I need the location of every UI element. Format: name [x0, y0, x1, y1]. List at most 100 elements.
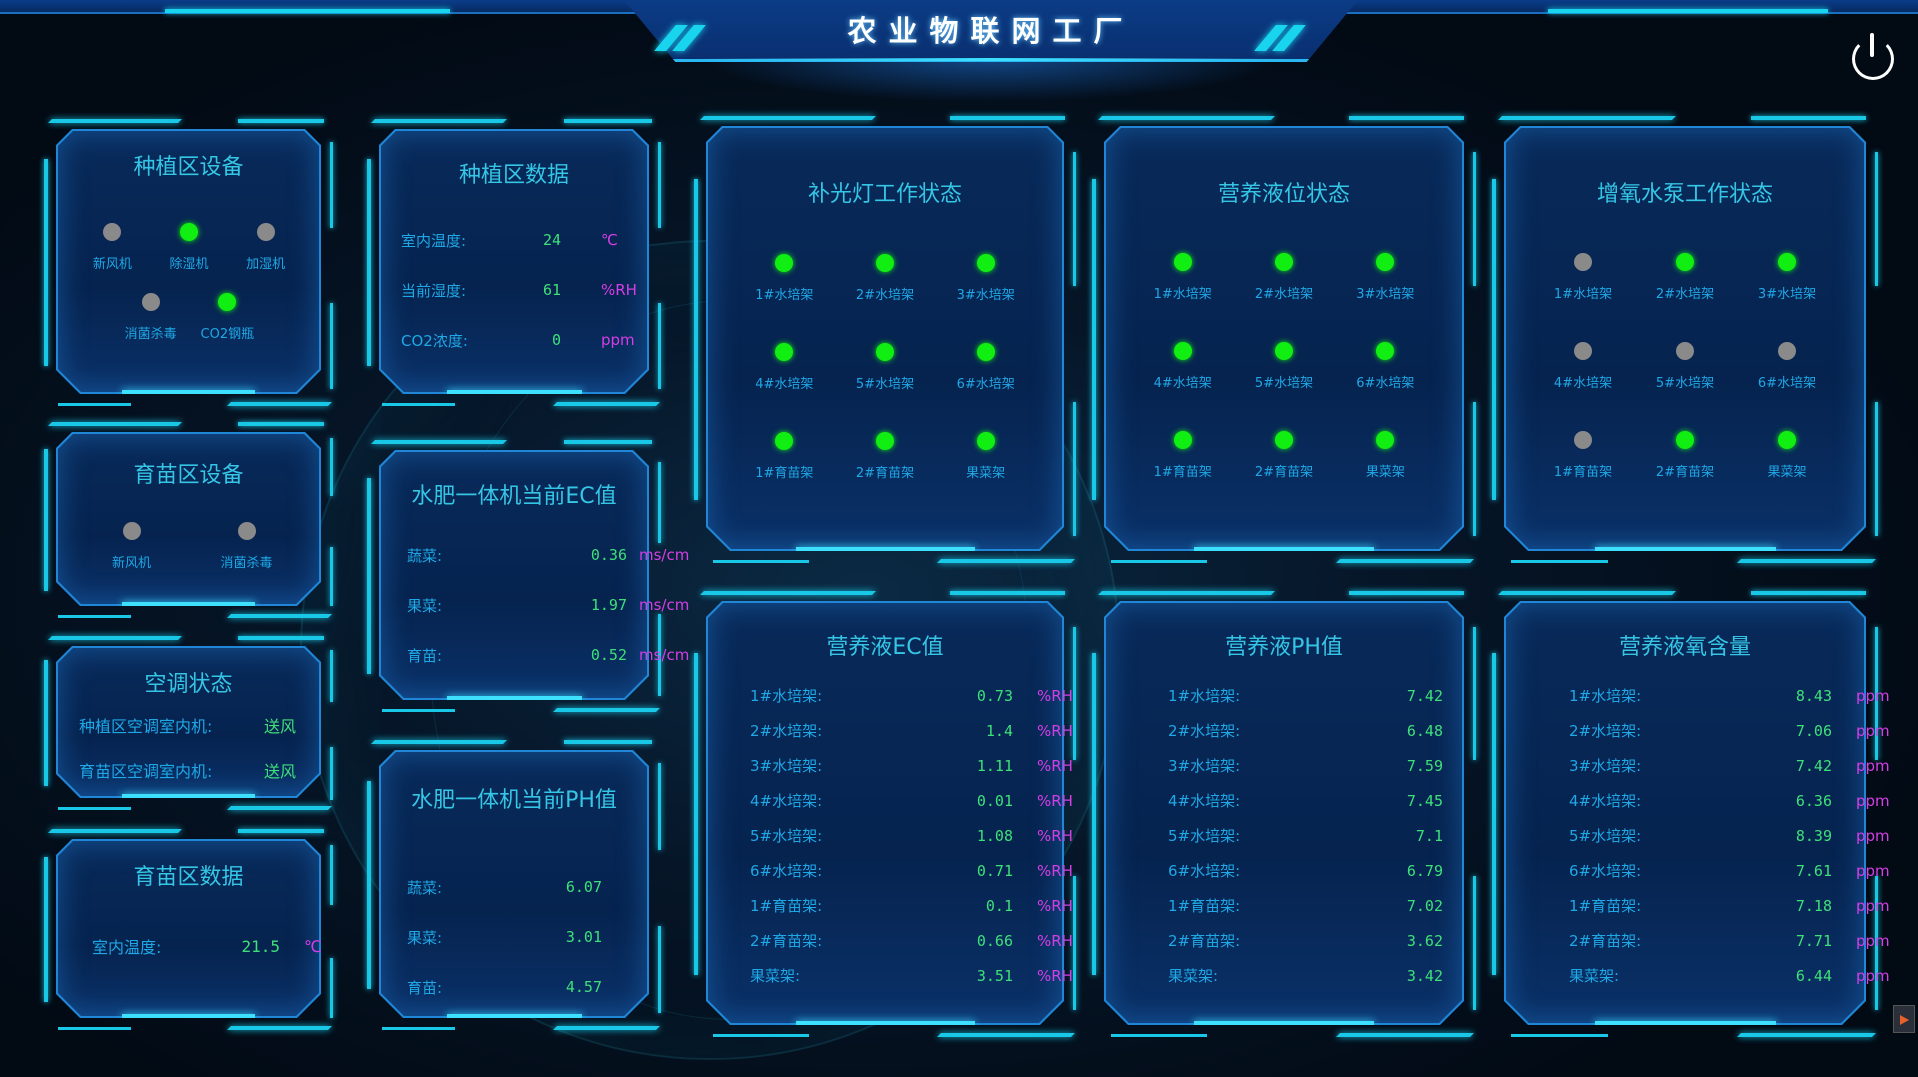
row-label: 果菜:: [407, 596, 443, 615]
row-label: 种植区空调室内机:: [79, 716, 213, 736]
row-label: 6#水培架:: [1168, 862, 1241, 880]
data-row: 育苗区空调室内机: 送风: [79, 747, 324, 792]
data-row: 育苗: 0.52 ms/cm: [407, 630, 689, 680]
data-row: 果菜架: 3.42: [1168, 958, 1443, 993]
data-list: 室内温度: 24 ℃ 当前湿度: 61 %RH CO2浓度: 0 ppm: [401, 215, 637, 365]
status-item: 6#水培架: [1335, 342, 1436, 431]
row-value: 送风: [264, 761, 297, 781]
data-row: 2#水培架: 1.4 %RH: [750, 713, 1073, 748]
row-unit: ppm: [1856, 896, 1890, 915]
status-grid: 新风机 除湿机 加湿机 消菌杀毒 CO2钢瓶: [74, 223, 304, 363]
status-item: 2#育苗架: [835, 432, 936, 521]
row-value: 7.06: [1795, 721, 1832, 740]
row-label: 4#水培架:: [1569, 792, 1642, 810]
row-label: 室内温度:: [92, 938, 162, 957]
row-label: 3#水培架:: [1569, 757, 1642, 775]
row-value: 0.1: [985, 896, 1013, 915]
row-value: 4.57: [565, 978, 602, 996]
panel-box: [379, 750, 649, 1018]
status-indicator: [875, 343, 894, 361]
frame-line: [1497, 116, 1676, 120]
panel-box: [56, 646, 321, 798]
row-unit: ℃: [304, 936, 322, 956]
panel-title: 育苗区设备: [133, 463, 244, 488]
row-unit: ℃: [601, 231, 618, 249]
row-value: 0.66: [976, 931, 1013, 950]
panel-title: 种植区设备: [133, 155, 244, 180]
row-value: 1.11: [976, 756, 1013, 775]
corner-flag-icon[interactable]: [1893, 1005, 1915, 1033]
data-row: 2#育苗架: 0.66 %RH: [750, 923, 1073, 958]
frame-line: [381, 709, 456, 712]
frame-line: [694, 653, 698, 975]
data-row: 1#育苗架: 0.1 %RH: [750, 888, 1073, 923]
frame-line: [44, 159, 48, 366]
data-list: 1#水培架: 8.43 ppm 2#水培架: 7.06 ppm 3#水培架: 7.42 ppm 4…: [1569, 678, 1890, 993]
frame-line: [370, 740, 508, 744]
frame-line: [699, 116, 876, 120]
status-indicator: [122, 522, 141, 540]
fert-ph-panel: 水肥一体机当前PH值 蔬菜: 6.07 果菜: 3.01 育苗: 4.57: [367, 740, 661, 1030]
data-row: 3#水培架: 1.11 %RH: [750, 748, 1073, 783]
frame-line: [1092, 653, 1096, 975]
status-label: 4#水培架: [1153, 376, 1212, 391]
data-row: 当前湿度: 61 %RH: [401, 265, 637, 315]
status-label: 1#水培架: [1153, 287, 1212, 302]
frame-line: [949, 591, 1065, 595]
frame-line: [1335, 559, 1475, 563]
data-row: 育苗: 4.57: [407, 962, 602, 1012]
data-list: 蔬菜: 0.36 ms/cm 果菜: 1.97 ms/cm 育苗: 0.52 ms/cm: [407, 530, 689, 680]
status-item: 2#水培架: [1233, 253, 1334, 342]
nutrient-oxygen-panel: 营养液氧含量 1#水培架: 8.43 ppm 2#水培架: 7.06 ppm 3#水培架: 7.…: [1492, 591, 1890, 1037]
row-value: 24: [542, 231, 561, 249]
frame-line: [1097, 116, 1275, 120]
row-unit: %RH: [601, 281, 637, 299]
nutrient-ph-panel: 营养液PH值 1#水培架: 7.42 2#水培架: 6.48 3#水培架: 7.59 4#水培…: [1092, 591, 1476, 1037]
status-label: 加湿机: [246, 257, 286, 272]
row-unit: ms/cm: [639, 646, 690, 664]
row-label: 育苗区空调室内机:: [79, 761, 213, 781]
row-value: 0: [551, 331, 561, 349]
status-label: 5#水培架: [855, 377, 915, 392]
status-item: 5#水培架: [1233, 342, 1334, 431]
row-unit: ppm: [1856, 721, 1890, 740]
panel-fill: [708, 128, 1062, 549]
power-icon[interactable]: [1852, 33, 1894, 80]
status-item: 6#水培架: [1736, 342, 1838, 431]
status-indicator: [1376, 342, 1395, 360]
data-list: 种植区空调室内机: 送风 育苗区空调室内机: 送风: [79, 702, 324, 792]
status-indicator: [1274, 253, 1293, 271]
data-row: 6#水培架: 6.79: [1168, 853, 1443, 888]
status-indicator: [256, 223, 275, 241]
status-item: 3#水培架: [935, 254, 1036, 343]
row-label: 6#水培架:: [1569, 862, 1642, 880]
data-row: CO2浓度: 0 ppm: [401, 315, 637, 365]
row-unit: ms/cm: [639, 546, 690, 564]
frame-line: [1092, 178, 1096, 501]
status-item: 果菜架: [935, 432, 1036, 521]
frame-line: [1073, 876, 1076, 1011]
row-value: 1.08: [976, 826, 1013, 845]
frame-line: [1349, 591, 1465, 595]
frame-line: [564, 119, 653, 123]
frame-line: [47, 829, 182, 833]
panel-fill: [381, 131, 647, 392]
data-row: 3#水培架: 7.42 ppm: [1569, 748, 1890, 783]
panel-title: 水肥一体机当前PH值: [411, 788, 617, 813]
header-glow: [700, 58, 1280, 102]
frame-line: [47, 119, 182, 123]
row-value: 7.59: [1406, 756, 1443, 775]
status-item: 新风机: [74, 522, 189, 592]
seedling-data-panel: 育苗区数据 室内温度: 21.5 ℃: [44, 829, 333, 1030]
frame-line: [553, 708, 661, 712]
status-item: 果菜架: [1335, 431, 1436, 520]
status-item: 除湿机: [151, 223, 228, 293]
status-item: 5#水培架: [835, 343, 936, 432]
status-indicator: [1274, 431, 1293, 449]
frame-line: [237, 636, 325, 640]
row-value: 3.62: [1406, 931, 1443, 950]
data-row: 2#水培架: 7.06 ppm: [1569, 713, 1890, 748]
row-value: 7.02: [1406, 896, 1443, 915]
row-label: 室内温度:: [401, 231, 467, 250]
panel-box: [56, 839, 321, 1018]
